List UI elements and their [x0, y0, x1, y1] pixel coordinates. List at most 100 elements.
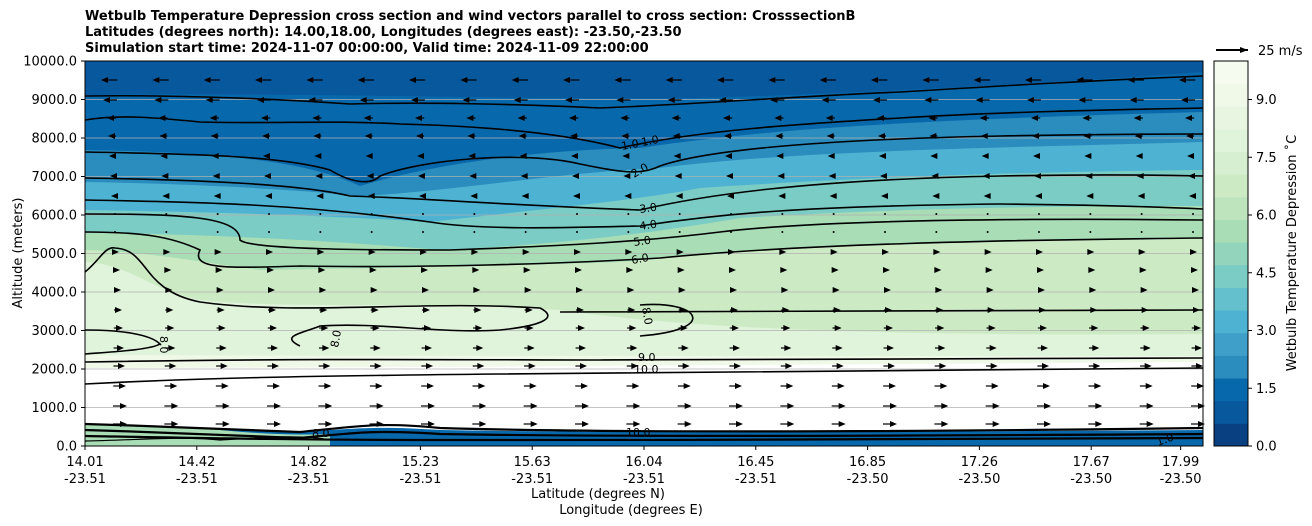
wind-vector-head: [934, 267, 942, 273]
wind-vector-head: [723, 115, 730, 121]
colorbar-tick-label: 7.5: [1256, 151, 1277, 166]
wind-vector-head: [1076, 77, 1084, 83]
contour-label-surface-1: 1.0: [1155, 431, 1176, 449]
x-tick-label-lat: 17.99: [1162, 455, 1199, 470]
wind-vector-head: [115, 307, 122, 313]
wind-vector-head: [1188, 173, 1195, 179]
colorbar-band: [1214, 83, 1248, 107]
contour-label-5: 4.0: [639, 218, 658, 233]
wind-vector-head: [1146, 421, 1154, 427]
x-tick-label-lon: -23.51: [735, 472, 777, 487]
wind-vector-head: [1195, 345, 1202, 351]
wind-vector-head: [524, 287, 532, 293]
wind-vector-head: [219, 345, 227, 351]
wind-vector-head: [889, 383, 896, 389]
wind-vector-head: [829, 193, 837, 199]
wind-vector-head: [780, 267, 788, 273]
wind-vector-head: [1142, 325, 1150, 331]
wind-vector-head: [1185, 115, 1192, 121]
colorbar-band: [1214, 355, 1248, 379]
wind-vector-head: [424, 325, 431, 331]
wind-vector-head: [729, 267, 736, 273]
wind-vector-head: [322, 345, 330, 351]
title-line-3: Simulation start time: 2024-11-07 00:00:…: [85, 41, 649, 56]
wind-vector-head: [518, 133, 526, 139]
wind-vector-head: [527, 345, 535, 351]
wind-vector-head: [880, 173, 887, 179]
wind-vector-head: [163, 249, 171, 255]
colorbar-band: [1214, 61, 1248, 85]
wind-vector-head: [374, 363, 382, 369]
wind-vector: [884, 231, 886, 233]
contour-label-9: 9.0: [638, 351, 656, 364]
wind-vector-head: [471, 249, 479, 255]
x-axis: 14.01 -23.51 14.42 -23.51 14.82 -23.51 15.23 -2…: [64, 446, 1202, 487]
contour-label-8a: 8.0: [639, 306, 655, 325]
wind-vector: [1192, 213, 1194, 215]
wind-vector-head: [357, 77, 365, 83]
title-line-2: Latitudes (degrees north): 14.00,18.00, …: [85, 25, 682, 40]
wind-vector: [370, 213, 373, 215]
wind-vector-head: [939, 363, 947, 369]
wind-vector: [884, 213, 886, 215]
colorbar-tick-label: 6.0: [1256, 209, 1277, 224]
contour-label-2: 1.0: [640, 133, 659, 149]
y-tick-label: 10000.0: [23, 55, 77, 70]
y-tick-label: 4000.0: [32, 286, 78, 301]
wind-vector-head: [263, 153, 270, 159]
wind-vector-head: [162, 193, 170, 199]
wind-vector-head: [521, 193, 529, 199]
wind-vector-head: [1043, 383, 1050, 389]
wind-vector-head: [367, 193, 375, 199]
wind-vector: [832, 213, 835, 215]
colorbar-band: [1214, 174, 1248, 198]
wind-vector-head: [787, 421, 795, 427]
wind-vector-head: [419, 193, 426, 199]
wind-vector-head: [628, 307, 636, 313]
wind-vector-head: [1093, 363, 1101, 369]
y-tick-label: 7000.0: [32, 170, 78, 185]
wind-vector-head: [321, 325, 329, 331]
contour-label-4: 3.0: [639, 201, 658, 216]
wind-vector-head: [116, 325, 123, 331]
wind-vector: [370, 231, 373, 233]
colorbar-ticks: 0.0 1.5 3.0 4.5 6.0 7.5 9.0: [1248, 93, 1277, 455]
wind-vector-head: [986, 287, 994, 293]
wind-vector-head: [1085, 173, 1093, 179]
wind-vector: [165, 213, 168, 215]
quiver-key-label: 25 m/s: [1258, 44, 1303, 59]
wind-vector-head: [261, 115, 268, 121]
wind-vector-head: [1143, 345, 1151, 351]
wind-vector-head: [373, 345, 381, 351]
colorbar-frame: [1213, 60, 1249, 447]
wind-vector-head: [667, 97, 675, 103]
wind-vector: [1089, 213, 1092, 215]
contour-label-10: 10.0: [634, 363, 659, 376]
wind-vector: [319, 213, 322, 215]
wind-vector-head: [203, 77, 211, 83]
wind-vector-head: [473, 287, 481, 293]
wind-vector-head: [369, 267, 377, 273]
wind-vector-head: [255, 77, 262, 83]
wind-vector-head: [1196, 363, 1203, 369]
colorbar-band: [1214, 219, 1248, 243]
contour-label-1: 1.0: [620, 137, 639, 153]
wind-vector-head: [736, 421, 743, 427]
wind-vector-head: [1032, 133, 1039, 139]
colorbar-label: Wetbulb Temperature Depression ˚C: [1284, 135, 1300, 372]
wind-vector-head: [784, 345, 792, 351]
wind-vector-head: [937, 325, 945, 331]
x-tick-label-lon: -23.51: [399, 472, 441, 487]
wind-vector-head: [120, 421, 127, 427]
wind-vector-head: [272, 363, 279, 369]
wind-vector-head: [838, 421, 846, 427]
wind-vector-head: [1034, 173, 1041, 179]
wind-vector-head: [520, 173, 528, 179]
wind-vector: [627, 213, 630, 215]
surface-contours-a: [85, 422, 1203, 434]
wind-vector-head: [211, 153, 219, 159]
wind-vector-head: [164, 267, 172, 273]
wind-vector: [678, 231, 681, 233]
wind-vector-head: [1179, 77, 1186, 83]
wind-vector-head: [826, 133, 834, 139]
